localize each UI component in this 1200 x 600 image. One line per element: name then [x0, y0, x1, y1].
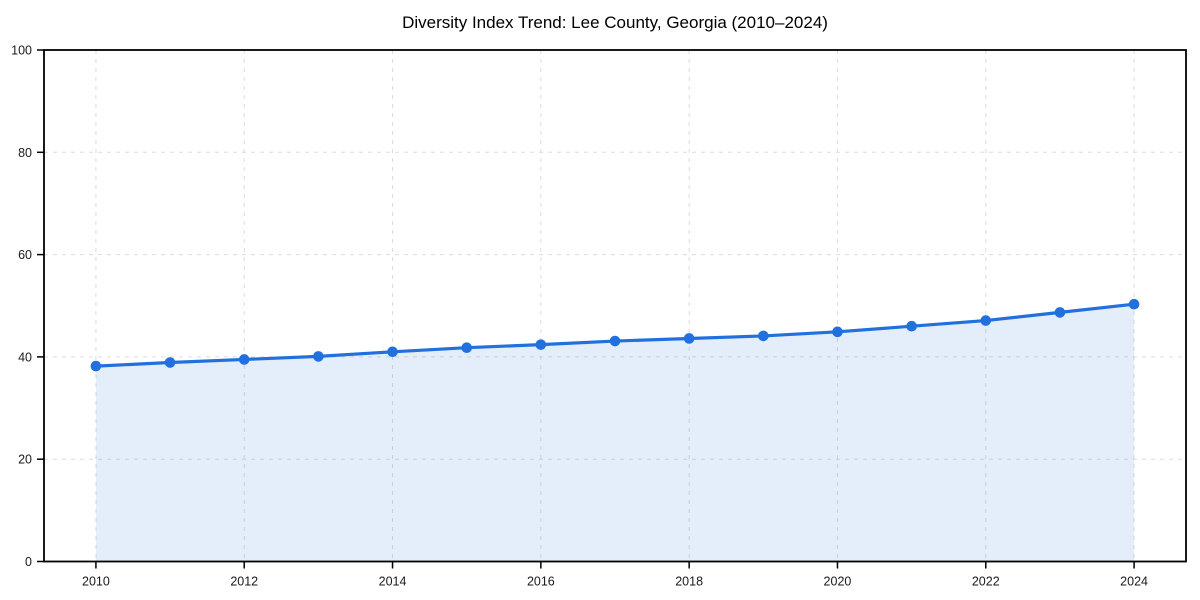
data-point	[1128, 298, 1140, 310]
chart-title: Diversity Index Trend: Lee County, Georg…	[402, 13, 828, 32]
x-tick-label: 2014	[379, 575, 407, 589]
data-point	[313, 351, 324, 362]
data-point	[906, 320, 917, 332]
y-tick-label: 40	[18, 350, 32, 364]
x-tick-label: 2018	[675, 575, 703, 589]
x-tick-labels: 2010 2012 2014 2016 2018 2020 2022 2024	[82, 575, 1148, 589]
data-point	[387, 346, 398, 358]
plot-border	[43, 49, 1187, 563]
data-point	[535, 339, 547, 350]
data-point	[238, 354, 250, 365]
y-tick-label: 20	[18, 453, 32, 467]
y-tick-label: 60	[18, 248, 32, 262]
x-tick-label: 2020	[824, 575, 852, 589]
y-tick-label: 0	[25, 555, 32, 569]
data-points	[90, 298, 1140, 372]
x-tick-label: 2012	[230, 575, 258, 589]
data-point	[758, 330, 769, 342]
area-fill	[95, 304, 1135, 562]
y-tick-labels: 0 20 40 60 80 100	[11, 44, 32, 570]
y-tick-label: 80	[18, 146, 32, 160]
tick-marks	[37, 49, 1135, 569]
data-point	[461, 342, 472, 353]
data-point	[164, 357, 176, 368]
data-point	[832, 326, 843, 338]
data-point	[980, 315, 992, 326]
x-tick-label: 2010	[82, 575, 110, 589]
data-point	[1054, 307, 1066, 318]
data-point	[90, 360, 102, 372]
data-point	[683, 333, 695, 344]
y-tick-label: 100	[11, 44, 32, 58]
x-tick-label: 2016	[527, 575, 555, 589]
x-tick-label: 2022	[972, 575, 1000, 589]
x-tick-label: 2024	[1120, 575, 1148, 589]
data-point	[609, 335, 621, 347]
